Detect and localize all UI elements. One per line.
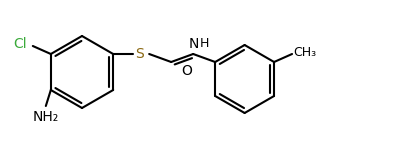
Text: CH₃: CH₃ [293,47,316,59]
Text: O: O [181,64,192,78]
Text: Cl: Cl [13,37,27,51]
Text: N: N [189,37,199,51]
Text: S: S [135,47,144,61]
Text: NH₂: NH₂ [33,110,59,124]
Text: H: H [199,37,209,50]
